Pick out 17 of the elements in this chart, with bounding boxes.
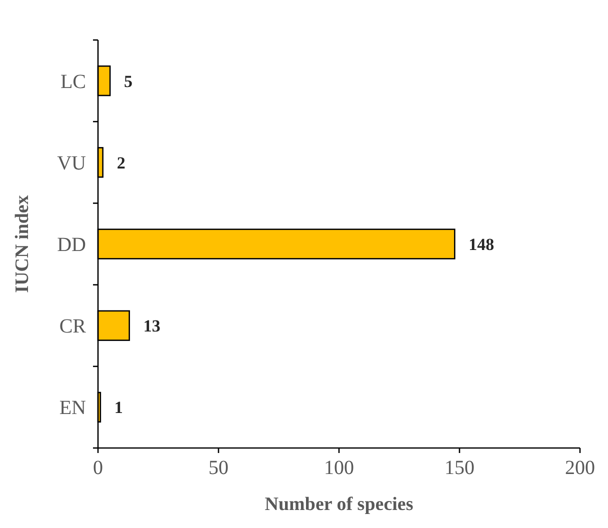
y-tick-label: CR bbox=[59, 316, 87, 338]
data-label: 1 bbox=[114, 398, 123, 418]
y-tick-label: EN bbox=[59, 397, 86, 420]
x-axis-title: Number of species bbox=[264, 494, 414, 515]
data-label: 2 bbox=[116, 153, 126, 172]
x-tick-label: 50 bbox=[208, 457, 228, 479]
data-label: 5 bbox=[124, 72, 133, 91]
x-tick-label: 100 bbox=[324, 457, 354, 479]
x-tick-label: 200 bbox=[565, 457, 595, 479]
y-axis-title: IUCN index bbox=[12, 194, 33, 293]
x-tick-label: 150 bbox=[444, 457, 474, 479]
y-tick-label: LC bbox=[60, 70, 86, 93]
y-tick-label: VU bbox=[57, 152, 87, 174]
x-tick-label: 0 bbox=[93, 457, 103, 479]
data-label: 13 bbox=[143, 316, 160, 336]
data-label: 148 bbox=[468, 234, 494, 254]
y-tick-label: DD bbox=[57, 234, 86, 256]
